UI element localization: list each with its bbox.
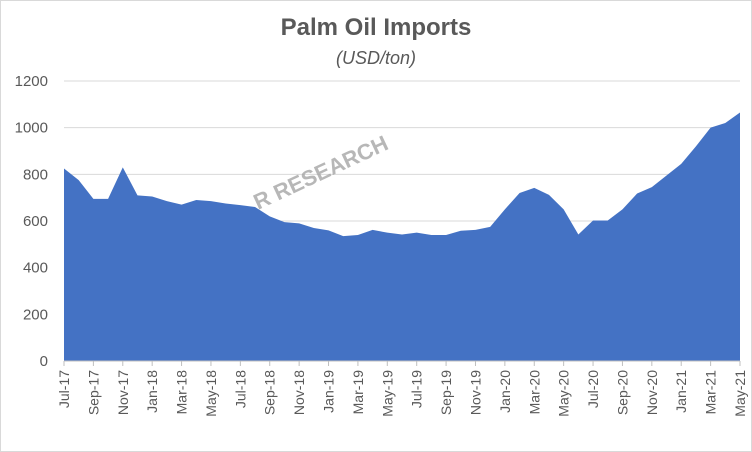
x-tick-label: May-20: [556, 370, 572, 417]
x-tick-label: Nov-19: [467, 370, 483, 415]
x-tick-label: Sep-19: [438, 370, 454, 415]
x-tick-label: May-19: [379, 370, 395, 417]
x-tick-label: Nov-18: [291, 370, 307, 415]
x-tick-label: Jul-17: [56, 370, 72, 408]
chart-subtitle: (USD/ton): [335, 48, 416, 68]
x-tick-label: Jul-18: [232, 370, 248, 408]
x-tick-label: Jan-20: [497, 370, 513, 413]
area-fill: [64, 112, 740, 361]
y-tick-label: 400: [23, 260, 48, 277]
y-tick-label: 0: [40, 353, 48, 370]
area-series: [64, 112, 740, 361]
x-tick-label: Nov-20: [644, 370, 660, 415]
y-tick-label: 1000: [15, 120, 48, 137]
x-tick-label: Jan-18: [144, 370, 160, 413]
x-tick-label: Sep-20: [614, 370, 630, 415]
x-tick-label: Jul-20: [585, 370, 601, 408]
x-tick-label: May-18: [203, 370, 219, 417]
y-tick-label: 1200: [15, 73, 48, 90]
x-axis: Jul-17 Sep-17 Nov-17 Jan-18 Mar-18 May-18 Jul-…: [56, 360, 748, 417]
y-tick-label: 600: [23, 213, 48, 230]
x-tick-label: Sep-17: [85, 370, 101, 415]
chart-title: Palm Oil Imports: [280, 14, 472, 41]
x-tick-label: Jan-21: [673, 370, 689, 413]
x-tick-label: Mar-19: [350, 370, 366, 415]
x-tick-label: Mar-20: [526, 370, 542, 415]
x-tick-label: May-21: [732, 370, 748, 417]
y-axis: 0 200 400 600 800 1000 1200: [15, 73, 48, 370]
x-tick-label: Mar-21: [703, 370, 719, 415]
x-tick-label: Nov-17: [115, 370, 131, 415]
y-tick-label: 200: [23, 306, 48, 323]
x-tick-label: Sep-18: [262, 370, 278, 415]
watermark-text: R RESEARCH: [250, 130, 392, 214]
x-tick-label: Jul-19: [409, 370, 425, 408]
x-tick-label: Jan-19: [321, 370, 337, 413]
x-tick-label: Mar-18: [174, 370, 190, 415]
y-tick-label: 800: [23, 166, 48, 183]
